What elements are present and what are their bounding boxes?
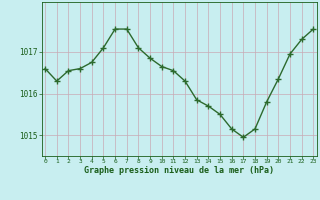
X-axis label: Graphe pression niveau de la mer (hPa): Graphe pression niveau de la mer (hPa) xyxy=(84,166,274,175)
